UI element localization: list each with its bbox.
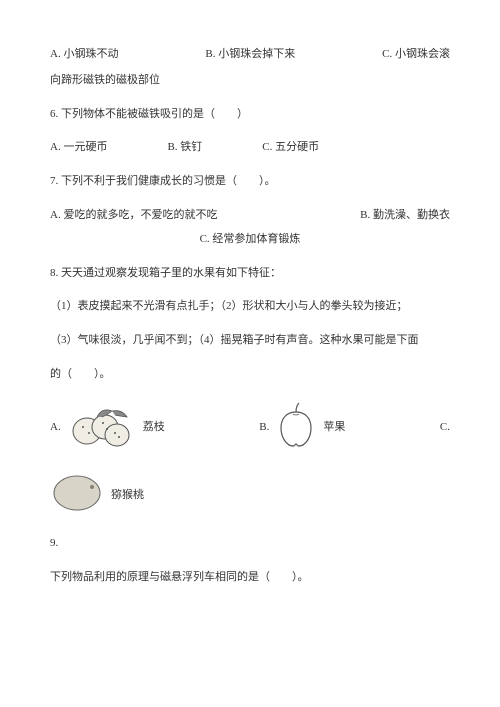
- q6-option-c: C. 五分硬币: [262, 138, 319, 158]
- q8-stem: 8. 天天通过观察发现箱子里的水果有如下特征：: [50, 264, 450, 284]
- q5-option-b: B. 小钢珠会掉下来: [205, 45, 295, 65]
- q7-options: A. 爱吃的就多吃，不爱吃的就不吃 B. 勤洗澡、勤换衣 C. 经常参加体育锻炼: [50, 206, 450, 250]
- q6-option-b: B. 铁钉: [167, 138, 202, 158]
- q8-option-a: A. 荔枝: [50, 399, 165, 457]
- q8-optA-prefix: A.: [50, 418, 61, 438]
- apple-image: [275, 400, 317, 456]
- q7-option-a: A. 爱吃的就多吃，不爱吃的就不吃: [50, 206, 217, 226]
- q9-num: 9.: [50, 534, 450, 554]
- q8-optB-label: 苹果: [323, 418, 345, 438]
- q6-options-row: A. 一元硬币 B. 铁钉 C. 五分硬币: [50, 138, 450, 158]
- q6-option-a: A. 一元硬币: [50, 138, 107, 158]
- q8-option-b: B. 苹果: [259, 400, 345, 456]
- q8-fruit-row2: 猕猴桃: [50, 471, 450, 521]
- q8-optC-prefix: C.: [440, 418, 450, 438]
- q7-option-b: B. 勤洗澡、勤换衣: [360, 206, 450, 226]
- q8-optB-prefix: B.: [259, 418, 269, 438]
- q7-stem: 7. 下列不利于我们健康成长的习惯是（ ）。: [50, 172, 450, 192]
- q8-line2: （3）气味很淡，几乎闻不到；（4）摇晃箱子时有声音。这种水果可能是下面: [50, 331, 450, 351]
- q5-options-row: A. 小钢珠不动 B. 小钢珠会掉下来 C. 小钢珠会滚: [50, 45, 450, 65]
- q8-option-c: 猕猴桃: [50, 471, 144, 521]
- lychee-image: [67, 399, 137, 457]
- q6-stem: 6. 下列物体不能被磁铁吸引的是（ ）: [50, 105, 450, 125]
- kiwi-image: [50, 471, 105, 521]
- q8-optC-label: 猕猴桃: [111, 486, 144, 506]
- q8-fruit-row1: A. 荔枝 B.: [50, 399, 450, 457]
- q5-option-c: C. 小钢珠会滚: [382, 45, 450, 65]
- q8-optA-label: 荔枝: [143, 418, 165, 438]
- q7-option-c: C. 经常参加体育锻炼: [200, 233, 301, 245]
- q5-option-a: A. 小钢珠不动: [50, 45, 118, 65]
- q9-stem: 下列物品利用的原理与磁悬浮列车相同的是（ ）。: [50, 568, 450, 588]
- q8-line3: 的（ ）。: [50, 365, 450, 385]
- q8-line1: （1）表皮摸起来不光滑有点扎手；（2）形状和大小与人的拳头较为接近；: [50, 297, 450, 317]
- q5-continuation: 向蹄形磁铁的磁极部位: [50, 71, 450, 91]
